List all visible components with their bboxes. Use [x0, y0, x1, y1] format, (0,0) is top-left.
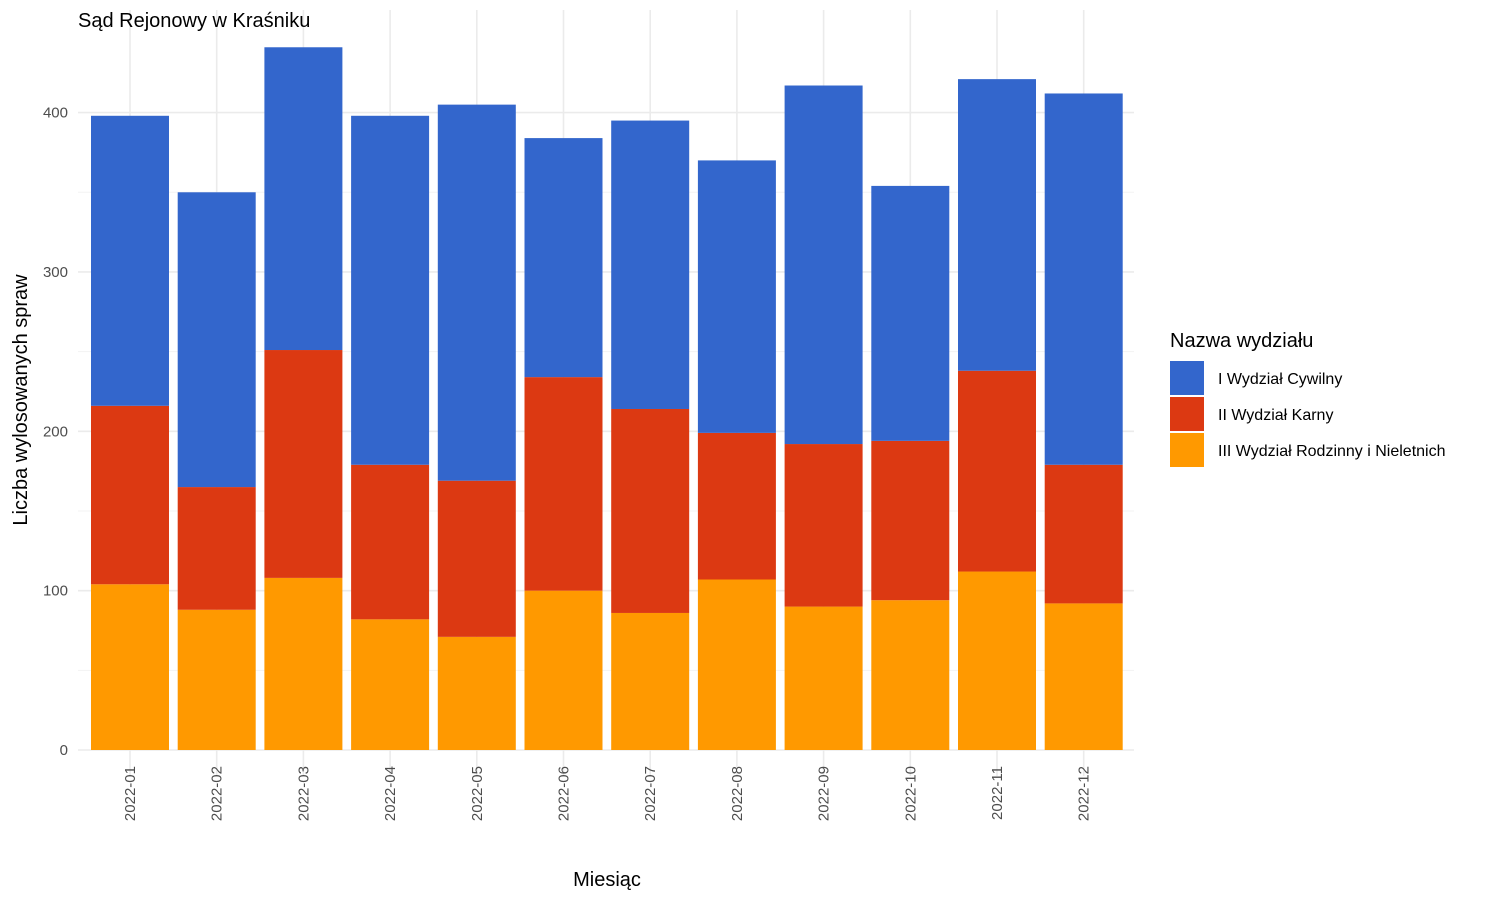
bar-segment — [784, 85, 863, 445]
bar-segment — [264, 350, 343, 578]
bar-segment — [784, 444, 863, 607]
bar-segment — [958, 571, 1036, 750]
bar-segment — [611, 120, 690, 409]
x-tick-label: 2022-06 — [556, 766, 573, 821]
bar-segment — [524, 377, 603, 591]
y-axis-title: Liczba wylosowanych spraw — [10, 274, 32, 526]
x-tick-label: 2022-11 — [989, 766, 1006, 820]
bar-segment — [264, 577, 343, 750]
y-tick-label: 200 — [43, 423, 68, 440]
bar-segment — [697, 579, 776, 750]
legend-label: II Wydział Karny — [1218, 407, 1333, 424]
bar-segment — [871, 440, 950, 601]
bar-segment — [958, 370, 1036, 572]
bar-segment — [437, 480, 516, 637]
bar-segment — [871, 185, 950, 441]
bars — [91, 47, 1123, 750]
y-tick-label: 300 — [43, 264, 68, 281]
bar-segment — [177, 487, 256, 610]
x-axis-title: Miesiąc — [573, 869, 641, 891]
bar-segment — [91, 584, 169, 750]
bar-segment — [697, 432, 776, 580]
x-tick-label: 2022-01 — [122, 766, 139, 821]
bar-segment — [351, 115, 430, 465]
y-tick-label: 100 — [43, 583, 68, 600]
bar-segment — [437, 104, 516, 481]
bar-segment — [1044, 93, 1123, 465]
bar-segment — [351, 619, 430, 750]
x-tick-label: 2022-04 — [382, 766, 399, 821]
x-tick-label: 2022-07 — [642, 766, 659, 821]
x-tick-label: 2022-09 — [816, 766, 833, 821]
axes: 0 100 200 300 400 2022-01 2022-02 2022-03 2022-0… — [43, 105, 1093, 821]
bar-segment — [1044, 603, 1123, 750]
x-tick-label: 2022-02 — [209, 766, 226, 821]
legend-label: III Wydział Rodzinny i Nieletnich — [1218, 443, 1446, 460]
legend-title: Nazwa wydziału — [1170, 330, 1313, 352]
bar-segment — [91, 405, 169, 585]
legend-swatch — [1170, 397, 1204, 431]
x-tick-label: 2022-05 — [469, 766, 486, 821]
legend-label: I Wydział Cywilny — [1218, 371, 1342, 388]
bar-segment — [177, 192, 256, 488]
bar-segment — [784, 606, 863, 750]
y-tick-label: 400 — [43, 105, 68, 122]
bar-segment — [1044, 464, 1123, 604]
y-tick-label: 0 — [60, 742, 68, 759]
bar-segment — [611, 408, 690, 613]
chart-title: Sąd Rejonowy w Kraśniku — [78, 10, 310, 32]
legend-swatch — [1170, 361, 1204, 395]
x-tick-label: 2022-08 — [729, 766, 746, 821]
bar-segment — [437, 636, 516, 750]
bar-segment — [611, 612, 690, 750]
bar-segment — [524, 138, 603, 378]
bar-segment — [91, 115, 169, 406]
bar-segment — [264, 47, 343, 351]
bar-segment — [871, 600, 950, 750]
x-tick-label: 2022-03 — [295, 766, 312, 821]
bar-segment — [524, 590, 603, 750]
legend-swatch — [1170, 433, 1204, 467]
bar-segment — [697, 160, 776, 433]
bar-segment — [351, 464, 430, 620]
x-tick-label: 2022-10 — [902, 766, 919, 821]
bar-segment — [177, 609, 256, 750]
x-tick-label: 2022-12 — [1076, 766, 1093, 821]
legend: Nazwa wydziału I Wydział Cywilny II Wydzi… — [1170, 330, 1446, 467]
bar-segment — [958, 79, 1036, 371]
